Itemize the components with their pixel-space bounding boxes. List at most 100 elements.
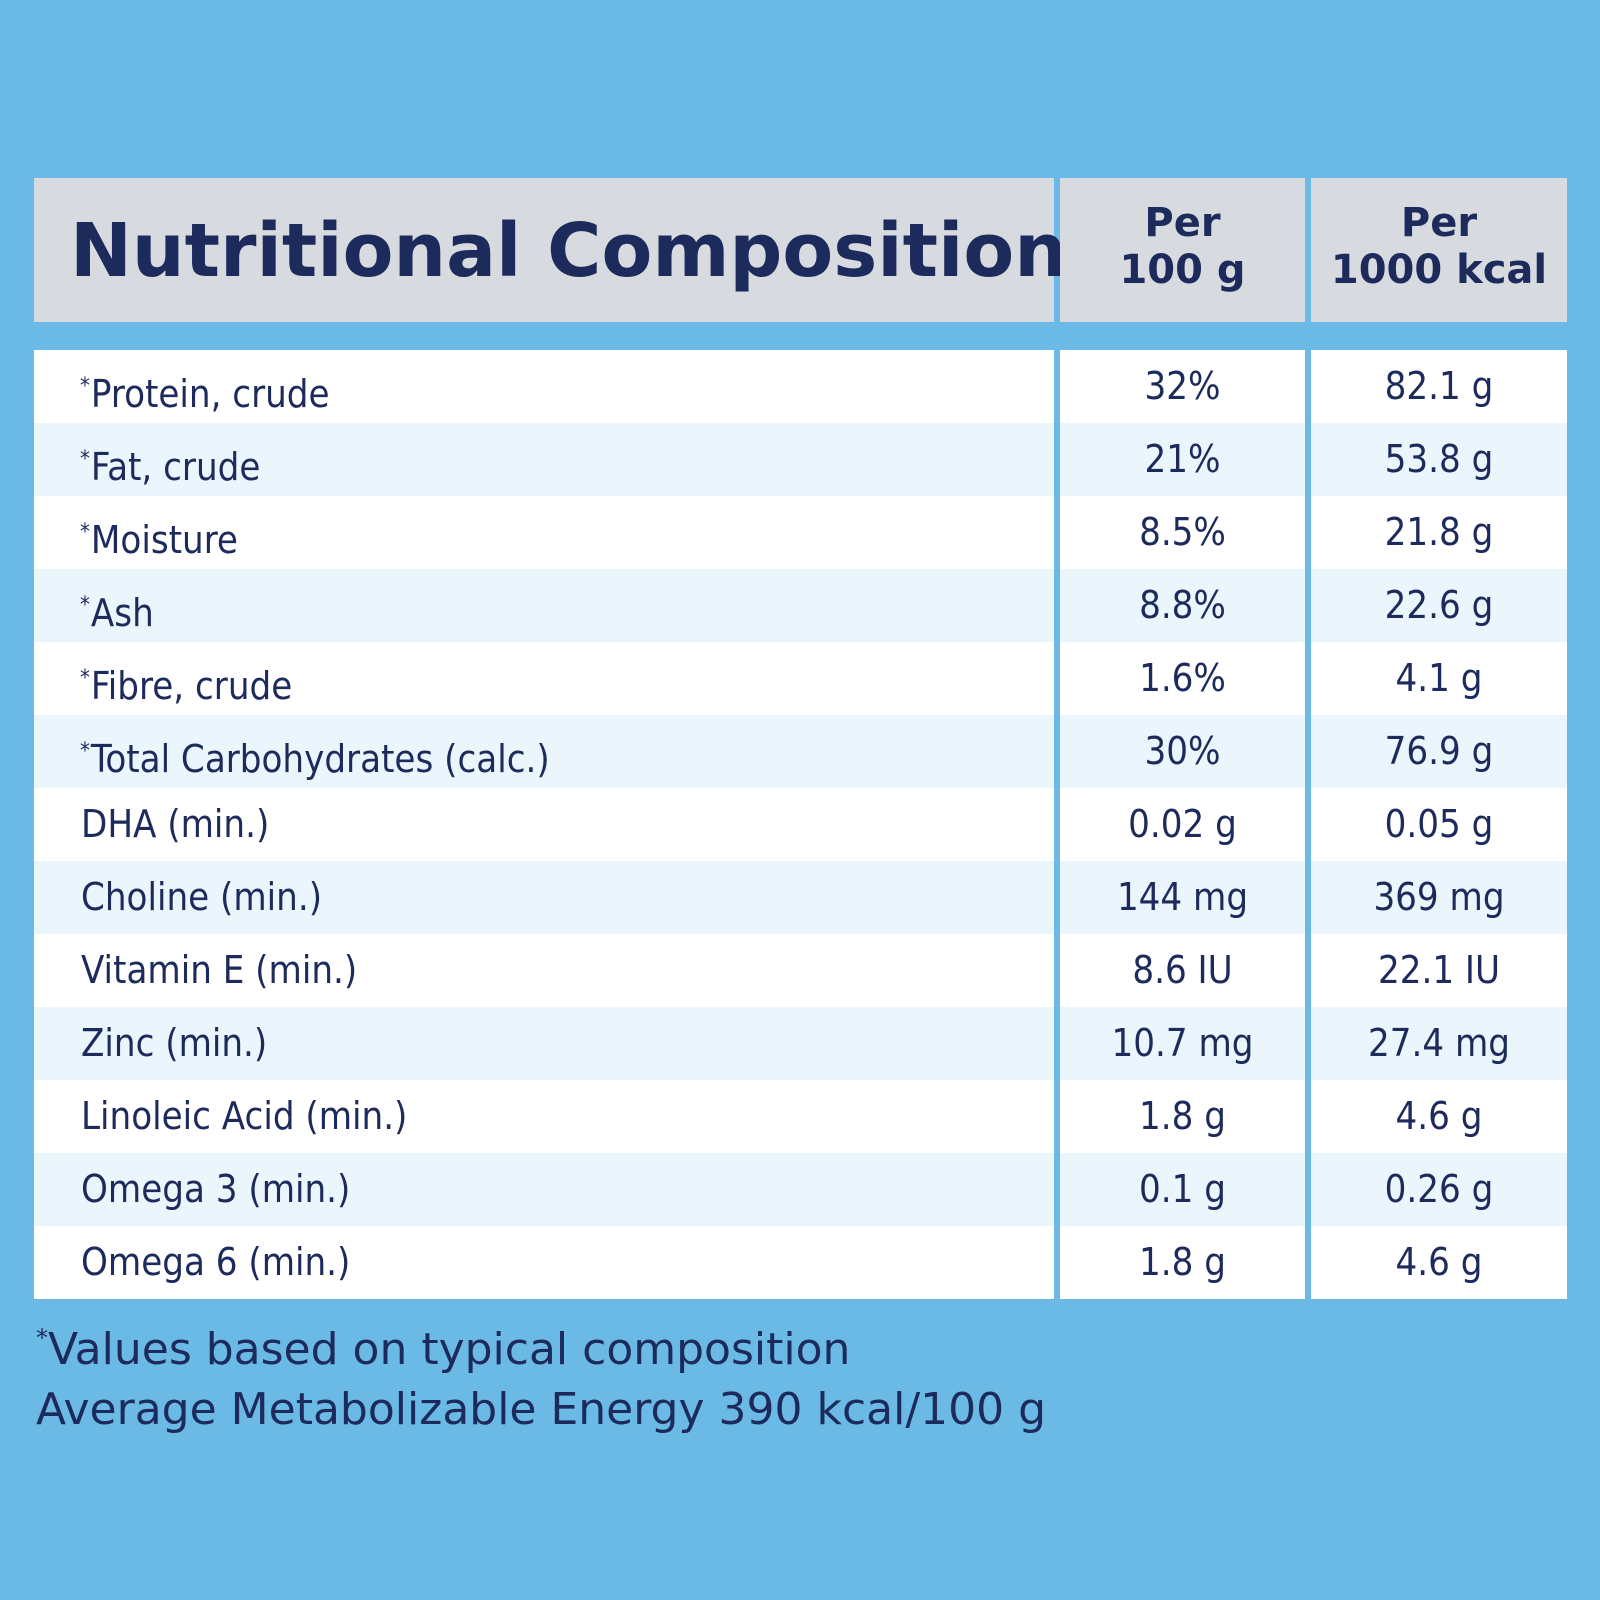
table-row: *Protein, crude 32% 82.1 g — [34, 350, 1567, 423]
per-100g-value: 8.8% — [1139, 583, 1226, 627]
footnote-line2: Average Metabolizable Energy 390 kcal/10… — [36, 1384, 1047, 1435]
nutrient-name: Omega 3 (min.) — [34, 1153, 1054, 1226]
per-100g-cell: 1.6% — [1060, 642, 1305, 715]
nutrient-name-cell: *Total Carbohydrates (calc.) — [34, 715, 1054, 788]
asterisk-marker: * — [80, 374, 90, 399]
nutrient-name-cell: Omega 3 (min.) — [34, 1153, 1054, 1226]
table-row: *Total Carbohydrates (calc.) 30% 76.9 g — [34, 715, 1567, 788]
nutrient-label: Vitamin E (min.) — [81, 948, 358, 992]
per-100g-cell: 8.6 IU — [1060, 934, 1305, 1007]
per-100g-cell: 8.5% — [1060, 496, 1305, 569]
per-100g-cell: 1.8 g — [1060, 1080, 1305, 1153]
per-100g-cell: 0.1 g — [1060, 1153, 1305, 1226]
footnote-asterisk: * — [36, 1324, 48, 1352]
nutrient-name-cell: *Ash — [34, 569, 1054, 642]
table-row: *Fat, crude 21% 53.8 g — [34, 423, 1567, 496]
per-1000kcal-value: 0.05 g — [1384, 802, 1494, 846]
per-1000kcal-cell: 21.8 g — [1311, 496, 1567, 569]
nutrient-name-cell: *Moisture — [34, 496, 1054, 569]
per-1000kcal-value: 369 mg — [1373, 875, 1505, 919]
per-100g-value: 8.6 IU — [1132, 948, 1233, 992]
per-1000kcal-value: 22.6 g — [1384, 583, 1494, 627]
table-header: Nutritional Composition Per 100 g Per 10… — [34, 178, 1567, 322]
per-1000kcal-cell: 22.6 g — [1311, 569, 1567, 642]
nutrient-label: DHA (min.) — [81, 802, 270, 846]
header-per-100g-cell: Per 100 g — [1060, 178, 1305, 322]
nutrient-name: *Total Carbohydrates (calc.) — [34, 715, 1054, 796]
nutrient-name: *Ash — [34, 569, 1054, 650]
per-100g-value: 30% — [1144, 729, 1221, 773]
per-100g-value: 21% — [1144, 437, 1221, 481]
per-1000kcal-cell: 27.4 mg — [1311, 1007, 1567, 1080]
nutrient-name-cell: *Protein, crude — [34, 350, 1054, 423]
table-row: Omega 3 (min.) 0.1 g 0.26 g — [34, 1153, 1567, 1226]
asterisk-marker: * — [80, 739, 90, 764]
nutrient-name: Zinc (min.) — [34, 1007, 1054, 1080]
per-1000kcal-value: 21.8 g — [1384, 510, 1494, 554]
nutrient-name: DHA (min.) — [34, 788, 1054, 861]
per-100g-cell: 0.02 g — [1060, 788, 1305, 861]
nutrient-name: *Protein, crude — [34, 350, 1054, 431]
per-1000kcal-value: 76.9 g — [1384, 729, 1494, 773]
nutrient-label: Moisture — [90, 518, 238, 562]
page-title: Nutritional Composition — [70, 208, 1067, 294]
nutrient-name: Vitamin E (min.) — [34, 934, 1054, 1007]
nutrient-name-cell: *Fat, crude — [34, 423, 1054, 496]
per-100g-value: 0.02 g — [1128, 802, 1237, 846]
per-1000kcal-value: 4.6 g — [1395, 1094, 1483, 1138]
table-row: Zinc (min.) 10.7 mg 27.4 mg — [34, 1007, 1567, 1080]
nutrient-name-cell: DHA (min.) — [34, 788, 1054, 861]
table-row: DHA (min.) 0.02 g 0.05 g — [34, 788, 1567, 861]
nutrient-name: Choline (min.) — [34, 861, 1054, 934]
per-1000kcal-cell: 22.1 IU — [1311, 934, 1567, 1007]
column-header-per-1000kcal-line1: Per — [1400, 200, 1478, 246]
per-1000kcal-cell: 0.05 g — [1311, 788, 1567, 861]
nutrient-name-cell: *Fibre, crude — [34, 642, 1054, 715]
per-1000kcal-value: 22.1 IU — [1377, 948, 1501, 992]
nutrient-name: *Moisture — [34, 496, 1054, 577]
per-100g-value: 0.1 g — [1139, 1167, 1226, 1211]
per-1000kcal-value: 82.1 g — [1384, 364, 1494, 408]
per-1000kcal-value: 27.4 mg — [1368, 1021, 1510, 1065]
column-header-per-1000kcal-line2: 1000 kcal — [1330, 247, 1548, 293]
column-header-per-100g-line1: Per — [1144, 200, 1221, 246]
nutrient-label: Choline (min.) — [81, 875, 323, 919]
column-header-per-100g: Per 100 g — [1060, 200, 1305, 294]
nutrient-label: Protein, crude — [90, 372, 330, 416]
nutrient-name: *Fat, crude — [34, 423, 1054, 504]
per-1000kcal-cell: 0.26 g — [1311, 1153, 1567, 1226]
per-1000kcal-value: 4.1 g — [1395, 656, 1483, 700]
nutrient-label: Omega 3 (min.) — [81, 1167, 351, 1211]
asterisk-marker: * — [80, 447, 90, 472]
table-row: *Moisture 8.5% 21.8 g — [34, 496, 1567, 569]
nutrient-name: Linoleic Acid (min.) — [34, 1080, 1054, 1153]
footnote-line1: *Values based on typical composition — [36, 1308, 1046, 1380]
per-100g-value: 1.8 g — [1139, 1094, 1226, 1138]
table-row: Linoleic Acid (min.) 1.8 g 4.6 g — [34, 1080, 1567, 1153]
nutrient-label: Total Carbohydrates (calc.) — [90, 737, 550, 781]
per-100g-cell: 21% — [1060, 423, 1305, 496]
nutrient-label: Ash — [90, 591, 154, 635]
nutrition-table-body: *Protein, crude 32% 82.1 g *Fat, crude 21% 53… — [34, 350, 1567, 1300]
per-100g-value: 10.7 mg — [1111, 1021, 1254, 1065]
per-1000kcal-cell: 53.8 g — [1311, 423, 1567, 496]
header-title-cell: Nutritional Composition — [34, 178, 1067, 322]
footnote-text: Values based on typical composition — [48, 1324, 851, 1375]
nutrient-name-cell: Omega 6 (min.) — [34, 1226, 1054, 1299]
nutrient-name: *Fibre, crude — [34, 642, 1054, 723]
per-100g-value: 32% — [1144, 364, 1221, 408]
per-1000kcal-cell: 4.6 g — [1311, 1080, 1567, 1153]
table-row: *Fibre, crude 1.6% 4.1 g — [34, 642, 1567, 715]
nutrient-label: Omega 6 (min.) — [81, 1240, 351, 1284]
nutrient-label: Zinc (min.) — [81, 1021, 268, 1065]
per-100g-cell: 8.8% — [1060, 569, 1305, 642]
asterisk-marker: * — [80, 520, 90, 545]
table-row: Vitamin E (min.) 8.6 IU 22.1 IU — [34, 934, 1567, 1007]
nutrient-name: Omega 6 (min.) — [34, 1226, 1054, 1299]
nutrient-name-cell: Vitamin E (min.) — [34, 934, 1054, 1007]
per-100g-value: 1.6% — [1139, 656, 1226, 700]
per-100g-value: 1.8 g — [1139, 1240, 1226, 1284]
table-row: *Ash 8.8% 22.6 g — [34, 569, 1567, 642]
table-row: Omega 6 (min.) 1.8 g 4.6 g — [34, 1226, 1567, 1299]
per-1000kcal-cell: 4.6 g — [1311, 1226, 1567, 1299]
